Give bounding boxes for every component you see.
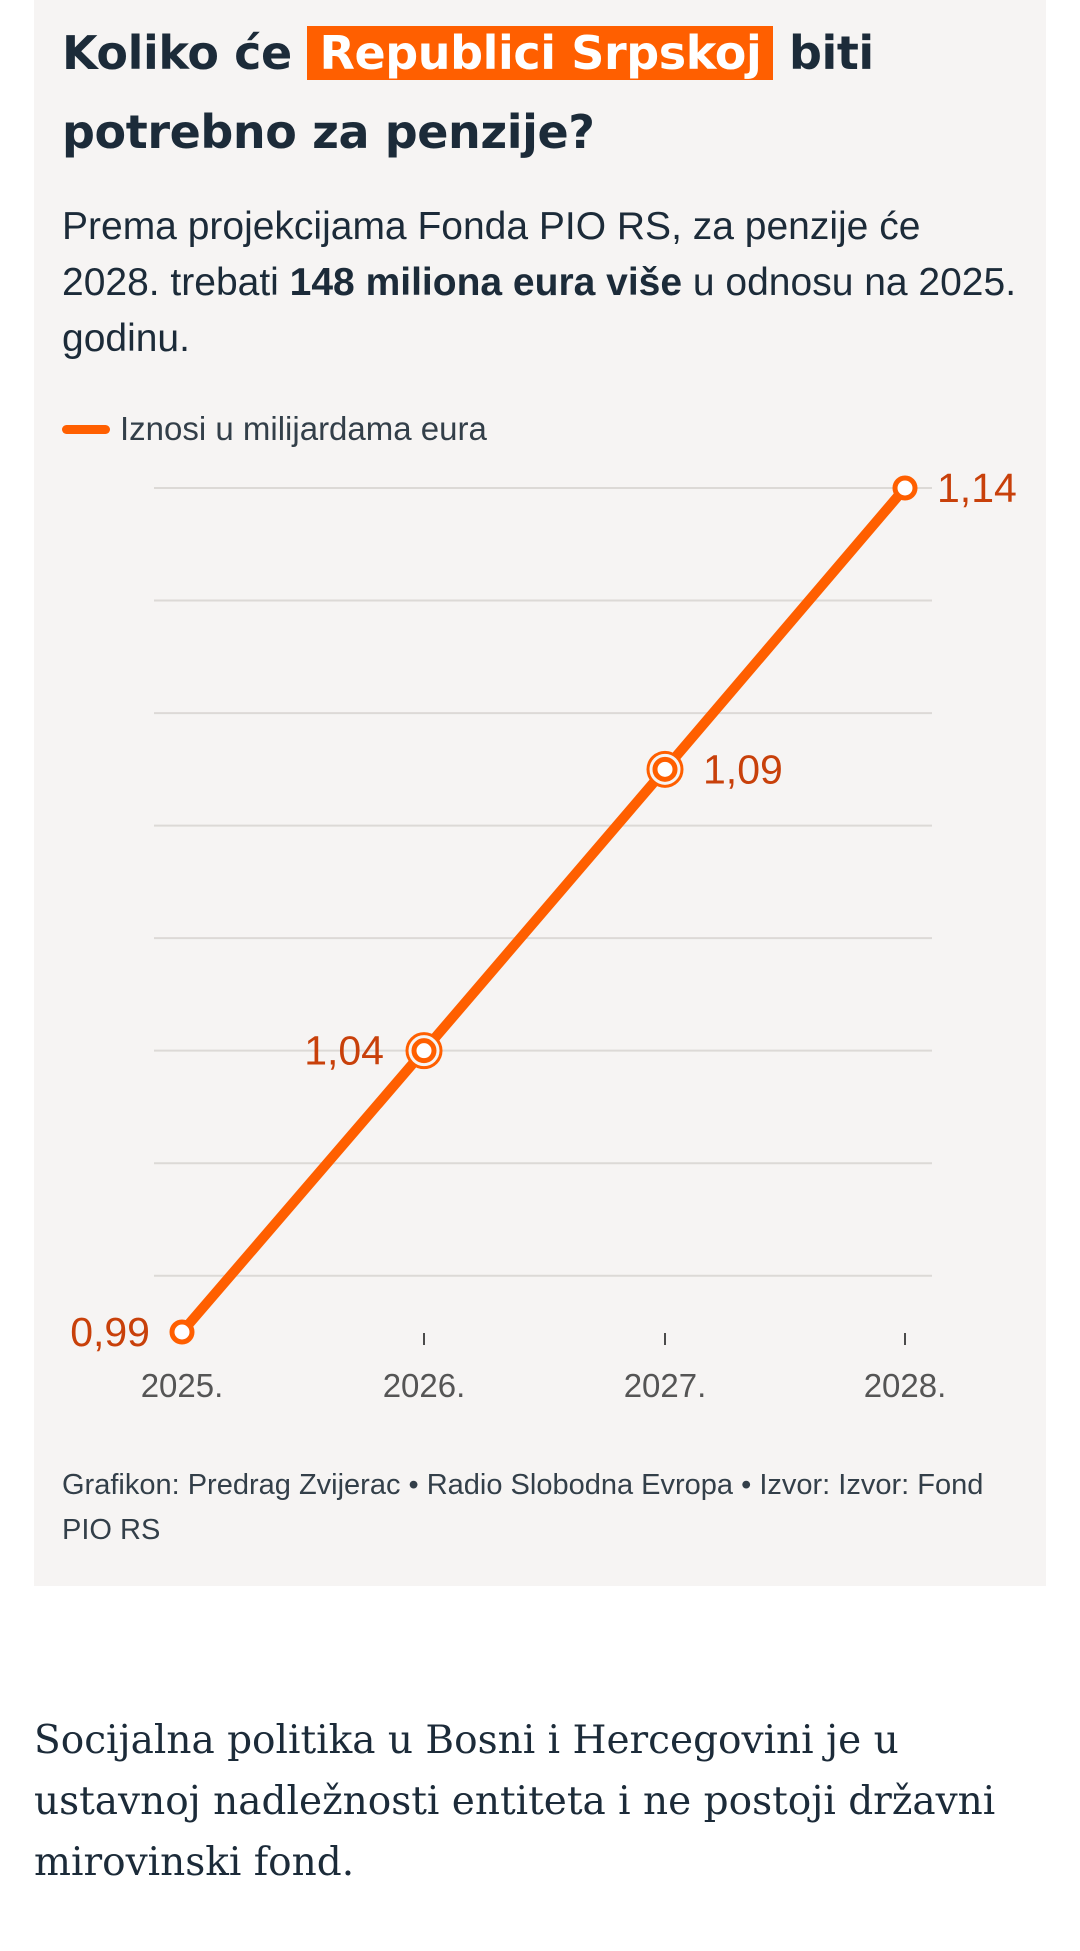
data-label: 1,14 [937,465,1017,511]
data-label: 0,99 [70,1309,150,1355]
article-paragraph: Socijalna politika u Bosni i Hercegovini… [34,1718,996,1885]
chart-subtitle: Prema projekcijama Fonda PIO RS, za penz… [62,199,1022,367]
data-point [169,1319,195,1345]
chart-legend: Iznosi u milijardama eura [62,406,487,452]
subtitle-emphasis: 148 miliona eura više [289,261,683,304]
data-label: 1,04 [304,1028,384,1074]
x-tick-label: 2027. [624,1367,707,1404]
headline-highlight: Republici Srpskoj [307,26,774,80]
series-line [177,483,910,1337]
data-point [411,1038,437,1064]
subtitle-start: Prema projekcijama Fonda PIO RS, za penz… [62,205,921,304]
headline-end: biti potrebno za penzije? [62,26,874,159]
legend-label: Iznosi u milijardama eura [120,410,487,447]
data-label: 1,09 [703,746,783,792]
headline-start: Koliko će [62,26,292,80]
chart-credits: Grafikon: Predrag Zvijerac • Radio Slobo… [62,1469,984,1546]
data-point [652,756,678,782]
x-tick-label: 2025. [141,1367,224,1404]
data-point [892,475,918,501]
chart-card [34,0,1046,1586]
x-tick-label: 2026. [383,1367,466,1404]
legend-line-swatch [62,424,110,434]
x-tick-label: 2028. [864,1367,947,1404]
subtitle-end: u odnosu na 2025. godinu. [62,261,1017,360]
chart-headline: Koliko će Republici Srpskoj biti potrebn… [62,14,1052,172]
